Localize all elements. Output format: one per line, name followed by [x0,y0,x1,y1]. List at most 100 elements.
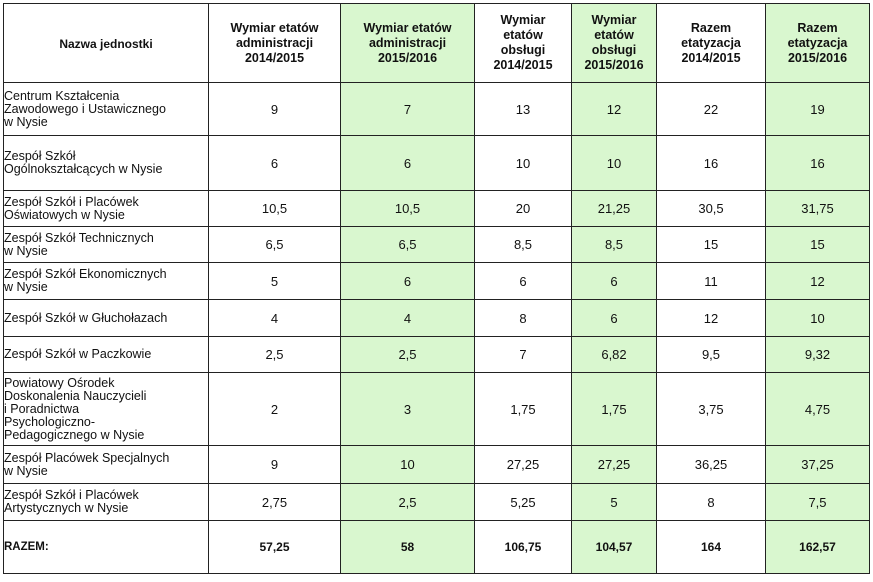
cell-admin-2014: 2,5 [208,336,341,373]
header-total-2014: Razem etatyzacja 2014/2015 [656,3,766,83]
table-row: Zespół Placówek Specjalnych w Nysie 9 10… [3,445,870,484]
header-row: Nazwa jednostki Wymiar etatów administra… [3,3,870,83]
cell-admin-2014: 10,5 [208,190,341,227]
header-unit-name-label: Nazwa jednostki [59,36,153,51]
header-service-2015-label: Wymiar etatów obsługi 2015/2016 [584,13,644,72]
cell-total-2015: 9,32 [765,336,870,373]
unit-name: Powiatowy Ośrodek Doskonalenia Nauczycie… [3,372,209,446]
header-unit-name: Nazwa jednostki [3,3,209,83]
cell-service-2015: 6 [571,299,657,337]
header-total-2014-label: Razem etatyzacja 2014/2015 [681,20,741,65]
cell-total-2015: 31,75 [765,190,870,227]
cell-service-2014: 10 [474,135,572,191]
header-admin-2015: Wymiar etatów administracji 2015/2016 [340,3,475,83]
cell-admin-2015: 6,5 [340,226,475,263]
cell-admin-2015: 4 [340,299,475,337]
cell-total-2015: 12 [765,262,870,300]
cell-total-2014: 16 [656,135,766,191]
header-total-2015: Razem etatyzacja 2015/2016 [765,3,870,83]
cell-service-2015: 27,25 [571,445,657,484]
cell-admin-2014: 2,75 [208,483,341,521]
cell-service-2014: 20 [474,190,572,227]
table-row: Zespół Szkół Technicznych w Nysie 6,5 6,… [3,226,870,263]
cell-admin-2014: 6,5 [208,226,341,263]
total-row: RAZEM: 57,25 58 106,75 104,57 164 162,57 [3,520,870,574]
unit-name: Zespół Szkół w Paczkowie [3,336,209,373]
header-admin-2014-label: Wymiar etatów administracji 2014/2015 [230,20,319,65]
unit-name: Zespół Szkół Ekonomicznych w Nysie [3,262,209,300]
unit-name: Centrum Kształcenia Zawodowego i Ustawic… [3,82,209,136]
cell-admin-2014: 9 [208,445,341,484]
cell-total-2014: 15 [656,226,766,263]
cell-service-2014: 7 [474,336,572,373]
total-total-2015: 162,57 [765,520,870,574]
cell-total-2015: 4,75 [765,372,870,446]
cell-service-2015: 5 [571,483,657,521]
unit-name: Zespół Szkół i Placówek Oświatowych w Ny… [3,190,209,227]
cell-admin-2015: 6 [340,262,475,300]
unit-name: Zespół Placówek Specjalnych w Nysie [3,445,209,484]
cell-total-2014: 11 [656,262,766,300]
header-admin-2015-label: Wymiar etatów administracji 2015/2016 [363,20,452,65]
cell-service-2015: 1,75 [571,372,657,446]
cell-admin-2015: 6 [340,135,475,191]
cell-service-2014: 8 [474,299,572,337]
unit-name: Zespół Szkół Technicznych w Nysie [3,226,209,263]
header-admin-2014: Wymiar etatów administracji 2014/2015 [208,3,341,83]
cell-service-2014: 8,5 [474,226,572,263]
cell-total-2015: 10 [765,299,870,337]
total-admin-2014: 57,25 [208,520,341,574]
cell-service-2015: 6 [571,262,657,300]
cell-admin-2014: 6 [208,135,341,191]
header-total-2015-label: Razem etatyzacja 2015/2016 [787,20,848,65]
cell-total-2014: 9,5 [656,336,766,373]
table-row: Zespół Szkół Ogólnokształcących w Nysie … [3,135,870,191]
cell-service-2015: 12 [571,82,657,136]
cell-admin-2014: 2 [208,372,341,446]
table-row: Zespół Szkół Ekonomicznych w Nysie 5 6 6… [3,262,870,300]
cell-service-2015: 8,5 [571,226,657,263]
header-service-2015: Wymiar etatów obsługi 2015/2016 [571,3,657,83]
table-row: Centrum Kształcenia Zawodowego i Ustawic… [3,82,870,136]
cell-service-2014: 5,25 [474,483,572,521]
cell-admin-2015: 10 [340,445,475,484]
cell-service-2014: 27,25 [474,445,572,484]
table-row: Zespół Szkół w Paczkowie 2,5 2,5 7 6,82 … [3,336,870,373]
cell-service-2014: 1,75 [474,372,572,446]
total-label: RAZEM: [3,520,209,574]
cell-total-2014: 22 [656,82,766,136]
cell-total-2015: 15 [765,226,870,263]
total-service-2015: 104,57 [571,520,657,574]
table-row: Zespół Szkół w Głuchołazach 4 4 8 6 12 1… [3,299,870,337]
cell-service-2014: 6 [474,262,572,300]
unit-name: Zespół Szkół i Placówek Artystycznych w … [3,483,209,521]
cell-total-2015: 19 [765,82,870,136]
cell-admin-2014: 9 [208,82,341,136]
cell-total-2014: 8 [656,483,766,521]
cell-admin-2014: 4 [208,299,341,337]
cell-total-2014: 3,75 [656,372,766,446]
header-service-2014-label: Wymiar etatów obsługi 2014/2015 [493,13,553,72]
cell-admin-2015: 3 [340,372,475,446]
cell-service-2015: 6,82 [571,336,657,373]
cell-service-2015: 21,25 [571,190,657,227]
cell-admin-2014: 5 [208,262,341,300]
cell-total-2014: 30,5 [656,190,766,227]
cell-total-2014: 12 [656,299,766,337]
header-service-2014: Wymiar etatów obsługi 2014/2015 [474,3,572,83]
total-admin-2015: 58 [340,520,475,574]
unit-name: Zespół Szkół Ogólnokształcących w Nysie [3,135,209,191]
cell-service-2014: 13 [474,82,572,136]
cell-total-2015: 16 [765,135,870,191]
cell-service-2015: 10 [571,135,657,191]
table-row: Powiatowy Ośrodek Doskonalenia Nauczycie… [3,372,870,446]
table-row: Zespół Szkół i Placówek Artystycznych w … [3,483,870,521]
cell-total-2015: 7,5 [765,483,870,521]
cell-admin-2015: 7 [340,82,475,136]
total-total-2014: 164 [656,520,766,574]
table-row: Zespół Szkół i Placówek Oświatowych w Ny… [3,190,870,227]
cell-admin-2015: 10,5 [340,190,475,227]
total-service-2014: 106,75 [474,520,572,574]
unit-name: Zespół Szkół w Głuchołazach [3,299,209,337]
cell-admin-2015: 2,5 [340,483,475,521]
